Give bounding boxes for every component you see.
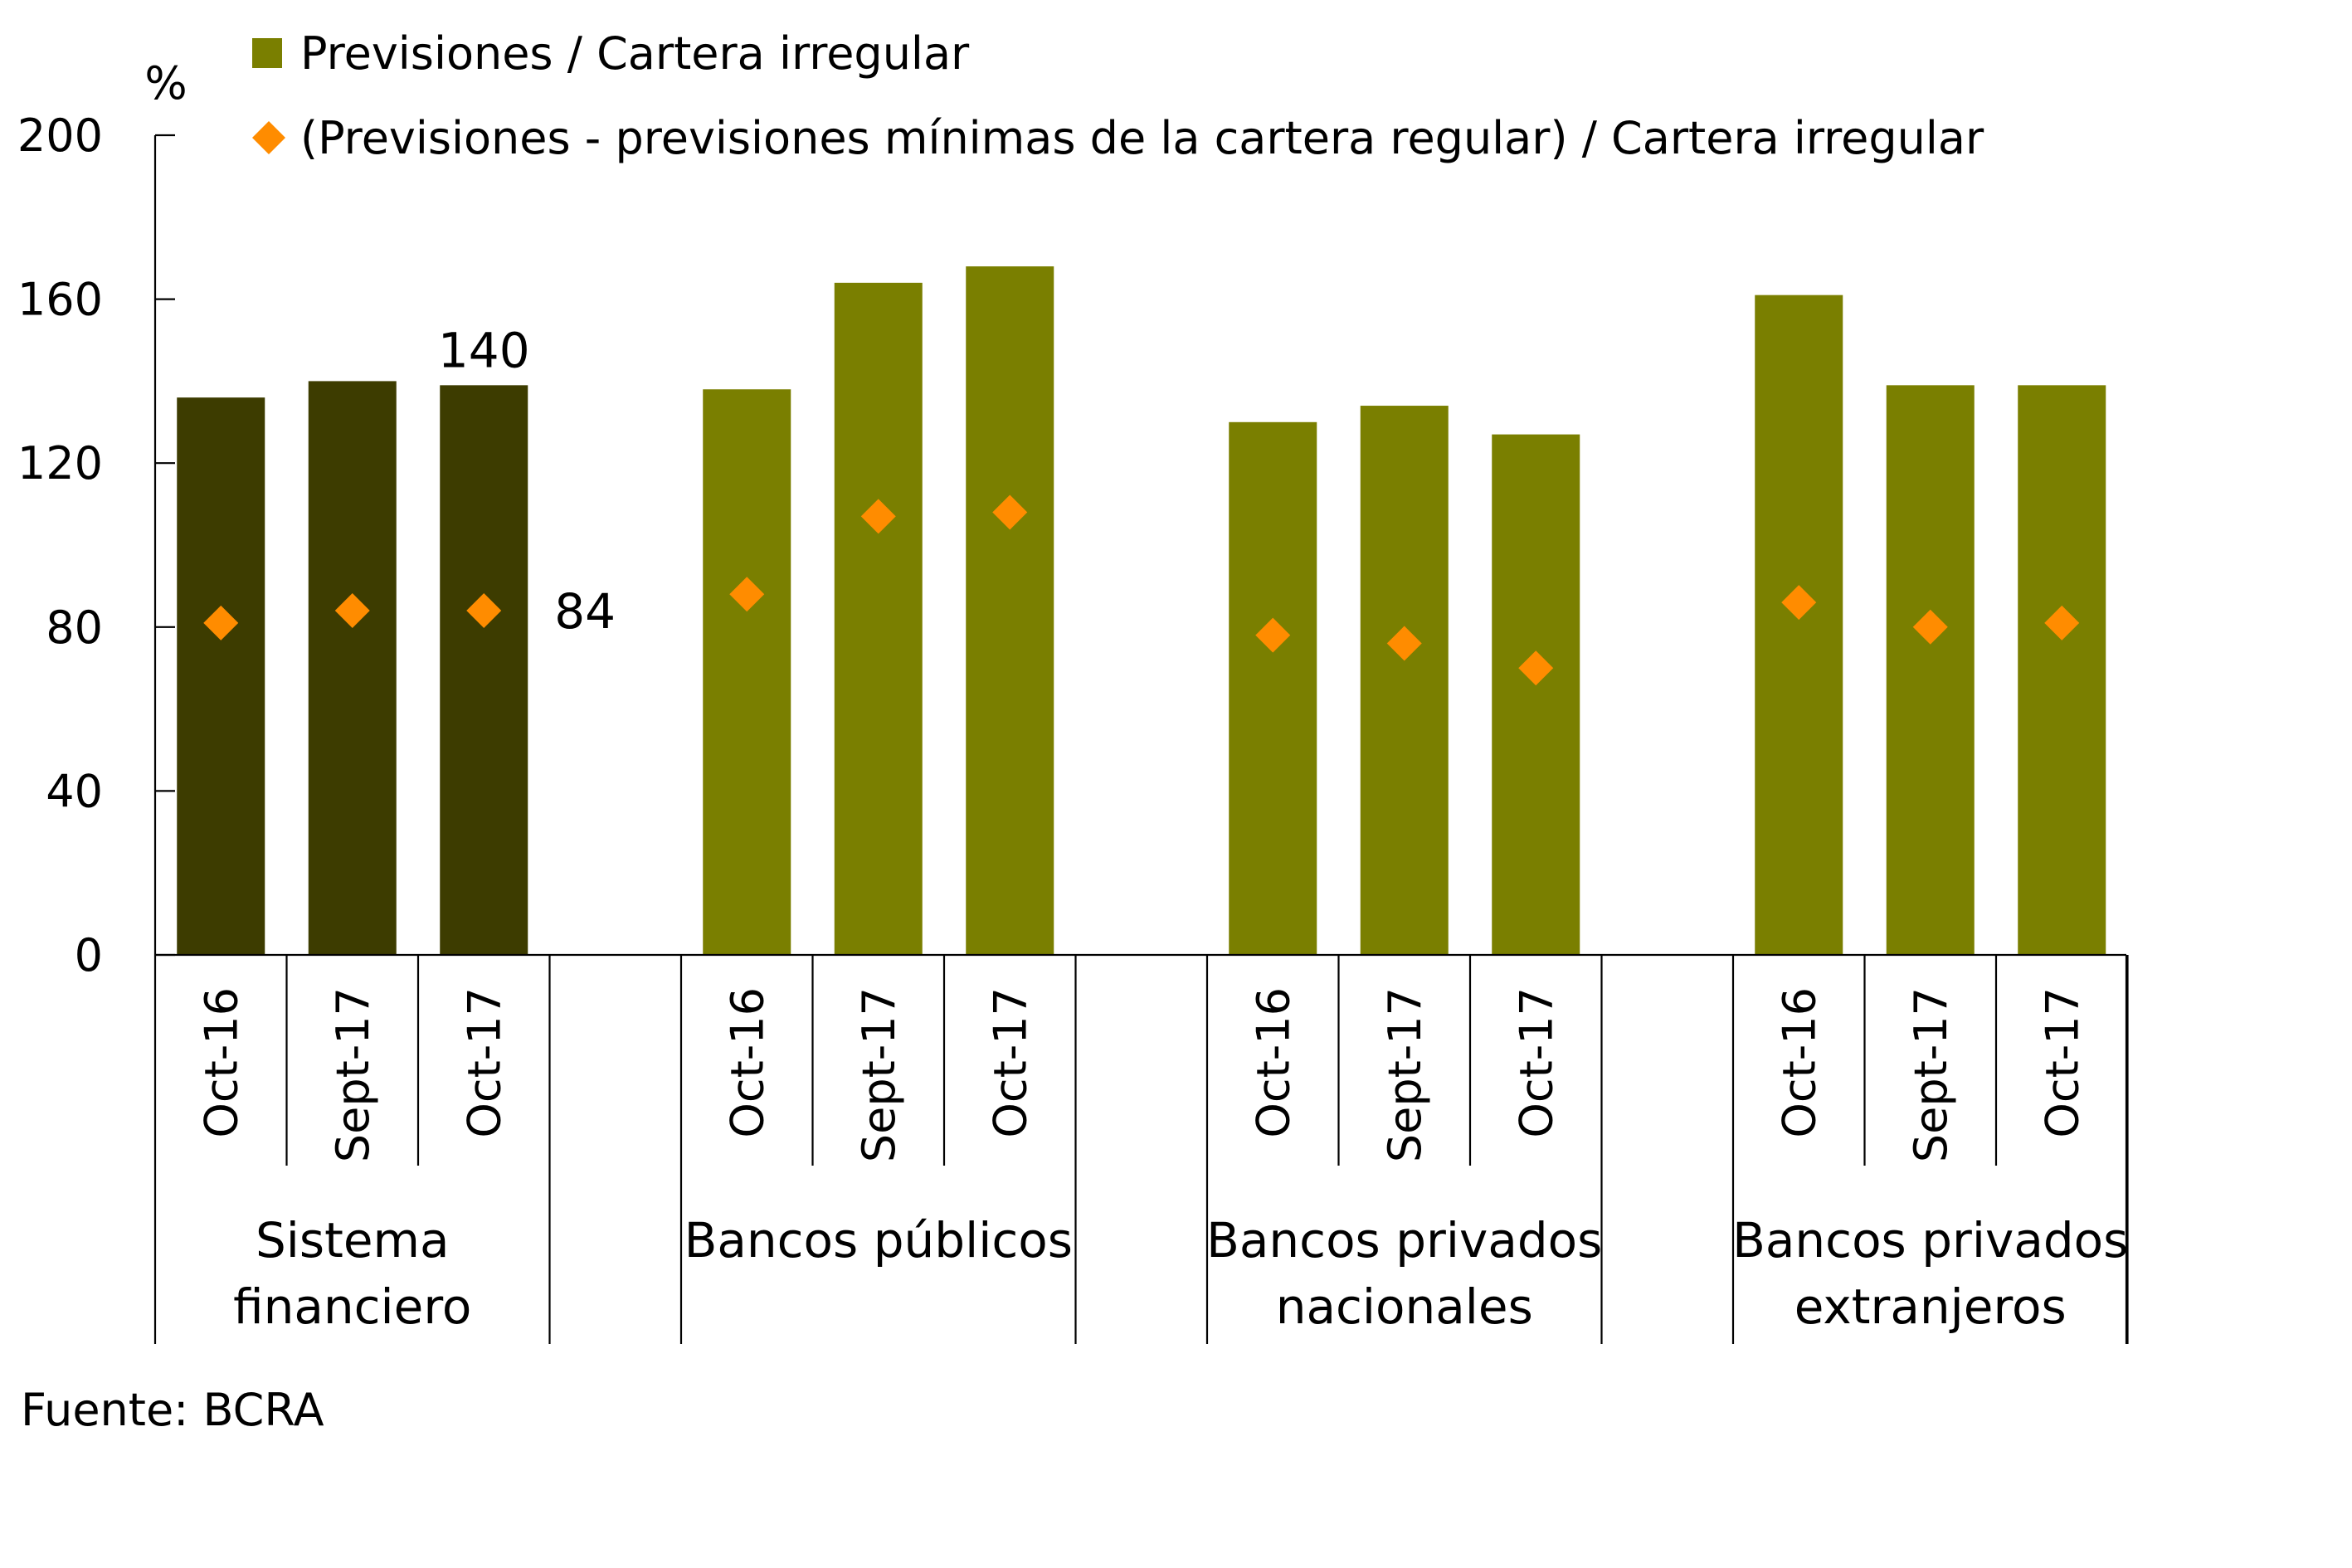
y-tick-label: 0 — [75, 929, 103, 981]
diamond-marker — [1386, 626, 1422, 661]
x-axis: Oct-16 Sept-17 Oct-17 Sistema financiero Oct-… — [153, 953, 2129, 1344]
category-label: Sept-17 — [1905, 987, 1957, 1162]
bar — [1360, 406, 1449, 955]
legend-item-bars: Previsiones / Cartera irregular — [252, 27, 970, 80]
legend-swatch-bars — [252, 38, 282, 68]
diamond-marker — [1912, 609, 1948, 645]
bar — [177, 397, 265, 955]
bar — [1229, 421, 1317, 955]
diamond-marker — [1518, 650, 1554, 686]
marker-value-label: 84 — [554, 583, 616, 640]
group-label: Bancos privados — [1206, 1212, 1602, 1269]
diamond-marker — [729, 577, 765, 612]
category-label: Oct-17 — [984, 987, 1036, 1138]
category-label: Sept-17 — [853, 987, 905, 1162]
diamond-marker — [334, 593, 370, 629]
bar — [1492, 434, 1580, 955]
bar — [834, 282, 923, 956]
category-label: Oct-16 — [1247, 987, 1299, 1138]
bar — [2018, 385, 2106, 956]
group-label: nacionales — [1276, 1278, 1533, 1335]
legend: Previsiones / Cartera irregular (Previsio… — [252, 27, 1984, 164]
category-label: Sept-17 — [327, 987, 379, 1162]
bar — [966, 266, 1054, 956]
category-label: Oct-17 — [458, 987, 510, 1138]
group-label: Bancos privados — [1732, 1212, 2128, 1269]
y-tick-label: 120 — [17, 437, 103, 489]
group-label: Bancos públicos — [684, 1212, 1073, 1269]
bar — [440, 385, 528, 956]
bar — [1755, 295, 1843, 955]
diamond-marker — [992, 494, 1028, 530]
category-label: Oct-17 — [2036, 987, 2088, 1138]
category-label: Oct-17 — [1510, 987, 1562, 1138]
marker-series — [203, 494, 2080, 686]
diamond-marker — [466, 593, 502, 629]
diamond-marker — [1781, 585, 1817, 621]
category-label: Oct-16 — [195, 987, 247, 1138]
diamond-marker — [860, 499, 896, 534]
group-label: Sistema — [256, 1212, 450, 1269]
bar — [308, 381, 397, 955]
legend-item-markers: (Previsiones - previsiones mínimas de la… — [252, 112, 1984, 164]
category-label: Oct-16 — [721, 987, 773, 1138]
group-label: financiero — [233, 1278, 471, 1335]
bar-value-label: 140 — [438, 322, 530, 378]
bar — [703, 389, 791, 955]
y-axis-unit-label: % — [144, 57, 187, 110]
data-labels: 140 84 — [438, 322, 616, 640]
category-label: Sept-17 — [1379, 987, 1431, 1162]
group-label: extranjeros — [1794, 1278, 2067, 1335]
y-axis: 0 40 80 120 160 200 — [17, 110, 175, 981]
y-tick-label: 80 — [46, 601, 103, 654]
diamond-marker — [2044, 605, 2080, 640]
y-tick-label: 40 — [46, 765, 103, 817]
bar — [1886, 385, 1975, 956]
source-note: Fuente: BCRA — [21, 1384, 324, 1436]
legend-label-bars: Previsiones / Cartera irregular — [300, 27, 970, 80]
legend-label-markers: (Previsiones - previsiones mínimas de la… — [300, 112, 1984, 164]
y-tick-label: 160 — [17, 274, 103, 326]
bar-series — [177, 266, 2106, 956]
legend-swatch-markers — [252, 121, 285, 154]
diamond-marker — [1255, 617, 1291, 653]
category-label: Oct-16 — [1773, 987, 1825, 1138]
diamond-marker — [203, 605, 239, 640]
y-tick-label: 200 — [17, 110, 103, 162]
